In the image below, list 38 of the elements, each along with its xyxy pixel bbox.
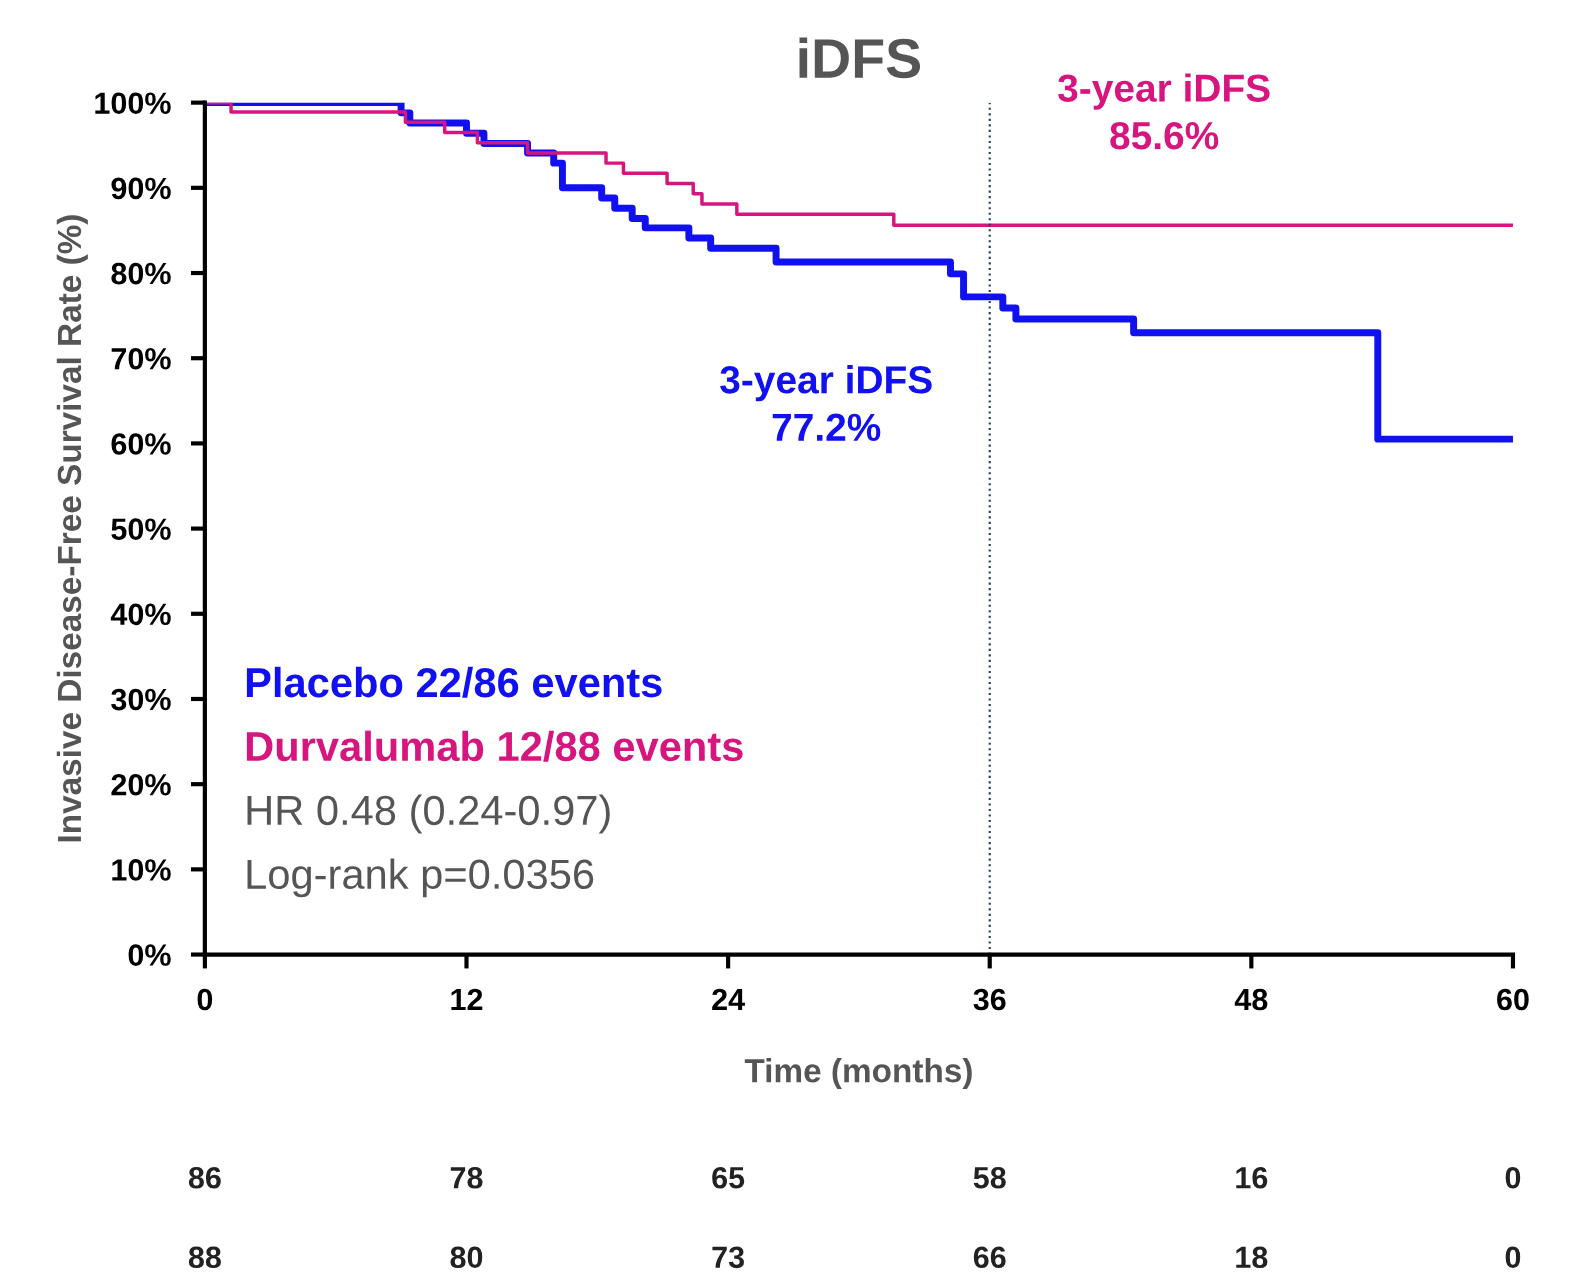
text: 65 (712, 1166, 745, 1189)
text: 78 (450, 1166, 483, 1189)
chart-title: iDFS (799, 37, 921, 79)
text: 66 (973, 1246, 1006, 1269)
text: 58 (973, 1166, 1006, 1189)
y-tick-label: 10% (112, 859, 171, 881)
x-tick-label: 24 (712, 988, 745, 1011)
text: 0 (1505, 1166, 1521, 1189)
text: 88 (188, 1246, 221, 1269)
annotation: HR 0.48 (0.24-0.97) (247, 794, 610, 834)
y-tick-label: 60% (111, 433, 171, 455)
text: 80 (450, 1246, 483, 1269)
text: 86 (188, 1166, 221, 1189)
text: 0 (1505, 1246, 1521, 1269)
y-tick-label: 40% (110, 603, 171, 626)
x-axis-title: Time (months) (744, 1058, 972, 1090)
annotation: Log-rank p=0.0356 (247, 858, 594, 898)
x-tick-label: 36 (973, 988, 1006, 1011)
y-tick-label: 30% (111, 688, 171, 711)
x-tick-label: 12 (451, 988, 483, 1011)
text: 73 (712, 1246, 744, 1269)
y-tick-label: 20% (111, 773, 171, 796)
x-tick-label: 60 (1497, 988, 1529, 1011)
y-tick-label: 70% (111, 347, 171, 370)
y-tick-label: 100% (95, 92, 171, 115)
text: 18 (1236, 1246, 1268, 1269)
annotation: 3-year iDFS 77.2% (720, 365, 932, 442)
y-axis-title: Invasive Disease-Free Survival Rate (%) (56, 215, 88, 842)
text: Placebo 22/86 events (246, 666, 662, 698)
y-tick-label: 80% (111, 262, 171, 285)
x-tick-label: 48 (1234, 988, 1268, 1011)
x-tick-label: 0 (197, 988, 213, 1011)
y-tick-label: 0% (128, 944, 171, 966)
annotation: 3-year iDFS 85.6% (1058, 73, 1270, 150)
text: 16 (1236, 1166, 1268, 1189)
text: Durvalumab 12/88 events (246, 730, 743, 762)
y-tick-label: 50% (111, 518, 171, 540)
y-tick-label: 90% (111, 177, 171, 200)
